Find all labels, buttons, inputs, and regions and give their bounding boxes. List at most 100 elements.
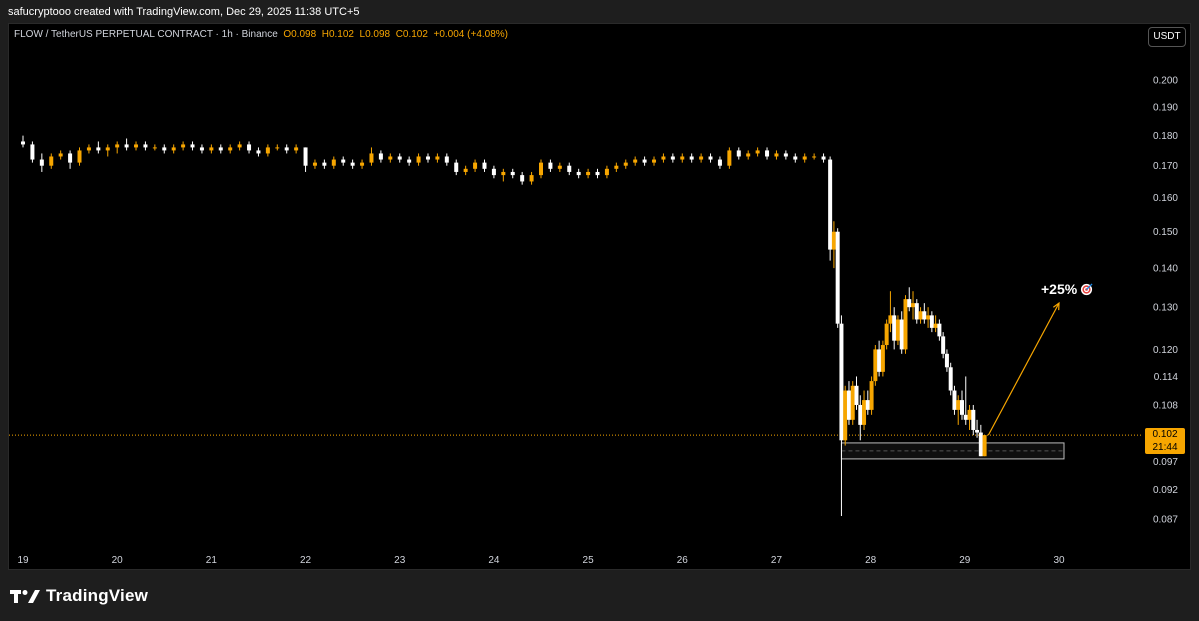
candle-body (134, 144, 139, 148)
x-tick-label: 26 (677, 555, 689, 566)
candle-body (181, 144, 186, 148)
target-icon (1081, 282, 1093, 295)
candle-body (341, 159, 346, 163)
candle-body (944, 353, 949, 368)
candle-body (115, 144, 120, 148)
candle-body (699, 156, 704, 160)
candle-body (828, 159, 833, 250)
candle-body (858, 404, 863, 425)
y-tick-label: 0.140 (1153, 264, 1178, 275)
candle-body (331, 159, 336, 166)
candle-body (884, 323, 889, 346)
candle-body (152, 147, 157, 149)
candle-body (557, 165, 562, 169)
candle-body (378, 153, 383, 160)
y-tick-label: 0.120 (1153, 345, 1178, 356)
candle-body (922, 311, 927, 320)
candle-body (322, 162, 327, 166)
x-tick-label: 28 (865, 555, 877, 566)
candle-body (595, 171, 600, 176)
candle-body (831, 231, 836, 250)
candle-body (228, 147, 233, 151)
candle-body (491, 168, 496, 176)
candle-body (416, 156, 421, 163)
candle-body (247, 144, 252, 151)
candle-body (218, 147, 223, 151)
candle-body (846, 390, 851, 420)
candle-body (143, 144, 148, 148)
candle-body (963, 414, 968, 420)
candle-body (839, 323, 844, 441)
target-annotation[interactable]: +25% (1041, 281, 1093, 297)
candle-body (444, 156, 449, 163)
candle-body (576, 171, 581, 176)
ohlc-open: O0.098 (283, 29, 317, 40)
candle-body (303, 147, 308, 166)
candle-body (463, 168, 468, 172)
x-tick-label: 30 (1053, 555, 1065, 566)
symbol-legend: FLOW / TetherUS PERPETUAL CONTRACT · 1h … (14, 29, 508, 40)
candle-body (237, 144, 242, 148)
y-tick-label: 0.200 (1153, 76, 1178, 87)
x-tick-label: 29 (959, 555, 971, 566)
ohlc-close: C0.102 (395, 29, 428, 40)
candle-body (256, 150, 261, 154)
last-price-value: 0.102 (1152, 429, 1178, 440)
candle-body (774, 153, 779, 157)
candle-body (727, 150, 732, 166)
x-tick-label: 27 (771, 555, 783, 566)
candle-body (843, 390, 848, 441)
y-tick-label: 0.092 (1153, 485, 1178, 496)
candle-body (209, 147, 214, 151)
symbol-title: FLOW / TetherUS PERPETUAL CONTRACT · 1h … (14, 29, 278, 40)
candle-body (918, 311, 923, 320)
candle-body (914, 303, 919, 320)
candle-body (652, 159, 657, 163)
candle-body (941, 336, 946, 354)
currency-button[interactable]: USDT (1148, 27, 1186, 47)
candle-body (967, 409, 972, 420)
candle-body (548, 162, 553, 169)
y-tick-label: 0.108 (1153, 400, 1178, 411)
candle-body (802, 156, 807, 160)
candle-body (21, 141, 25, 145)
candle-body (604, 168, 609, 176)
candle-body (586, 171, 591, 176)
candle-body (539, 162, 543, 176)
candle-body (162, 147, 167, 151)
candle-body (956, 400, 961, 410)
candle-body (895, 319, 900, 341)
candle-body (907, 299, 912, 308)
projection-arrowhead (1052, 301, 1060, 311)
candle-body (865, 400, 870, 410)
candle-body (642, 159, 647, 163)
ohlc-low: L0.098 (359, 29, 391, 40)
x-tick-label: 24 (488, 555, 500, 566)
candle-body (835, 231, 840, 324)
candle-body (959, 400, 964, 415)
candle-body (670, 156, 675, 160)
candle-body (350, 162, 355, 166)
candle-body (877, 349, 882, 372)
candle-body (888, 315, 893, 324)
candle-body (971, 409, 976, 430)
candle-body (821, 156, 826, 160)
candle-body (899, 319, 904, 350)
chart-panel[interactable] (8, 23, 1191, 570)
tradingview-logo[interactable]: TradingView (10, 586, 148, 606)
candle-body (862, 400, 867, 425)
y-tick-label: 0.170 (1153, 161, 1178, 172)
candle-body (510, 171, 515, 176)
caption-bar: safucryptooo created with TradingView.co… (0, 0, 1199, 23)
candle-body (975, 429, 980, 433)
y-tick-label: 0.097 (1153, 457, 1178, 468)
ohlc-high: H0.102 (321, 29, 354, 40)
candle-body (294, 147, 299, 151)
y-tick-label: 0.130 (1153, 303, 1178, 314)
candle-body (58, 153, 63, 157)
x-tick-label: 23 (394, 555, 406, 566)
candle-body (105, 147, 110, 151)
candle-body (435, 156, 440, 160)
candle-body (275, 147, 280, 149)
